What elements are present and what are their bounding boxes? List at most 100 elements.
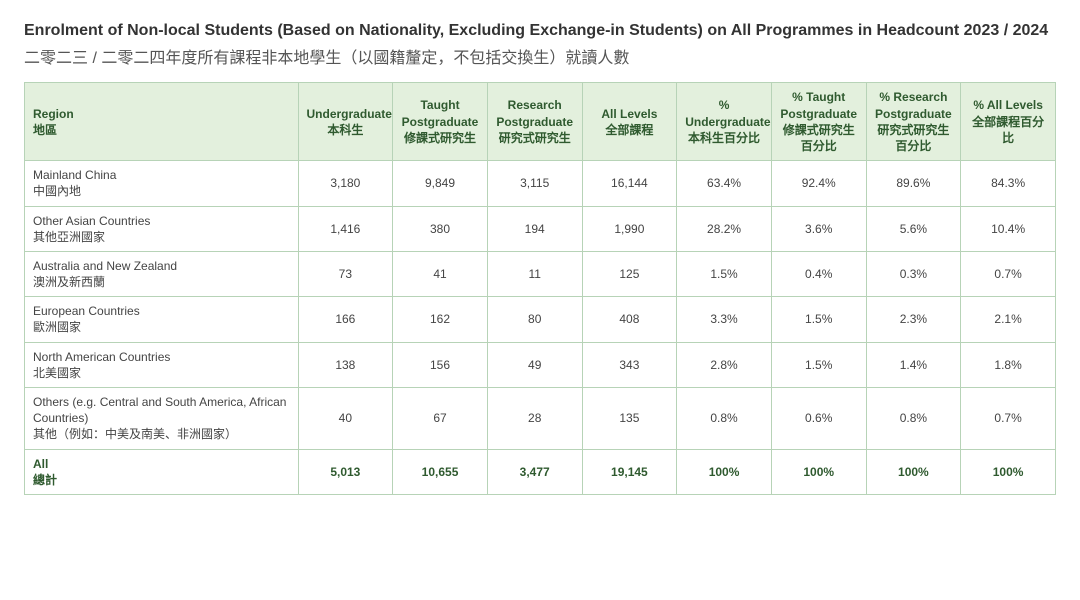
cell-pct-rpg: 0.8%	[866, 388, 961, 450]
col-header-zh: 本科生百分比	[685, 130, 763, 146]
cell-pct-tpg: 0.4%	[771, 251, 866, 296]
col-header-en: Undergraduate	[307, 106, 385, 122]
col-header-region: Region 地區	[25, 83, 299, 161]
col-header-zh: 修課式研究生百分比	[780, 122, 858, 154]
cell-rpg: 11	[487, 251, 582, 296]
cell-all: 135	[582, 388, 677, 450]
cell-pct-all: 0.7%	[961, 251, 1056, 296]
cell-pct-rpg: 2.3%	[866, 297, 961, 342]
col-header-pall: % All Levels 全部課程百分比	[961, 83, 1056, 161]
table-row: European Countries歐洲國家166162804083.3%1.5…	[25, 297, 1056, 342]
region-en: Others (e.g. Central and South America, …	[33, 394, 290, 426]
cell-pct-ug: 63.4%	[677, 161, 772, 206]
col-header-zh: 修課式研究生	[401, 130, 479, 146]
enrolment-table: Region 地區 Undergraduate 本科生 Taught Postg…	[24, 82, 1056, 495]
cell-pct-tpg: 1.5%	[771, 342, 866, 387]
table-row: North American Countries北美國家138156493432…	[25, 342, 1056, 387]
region-en: Australia and New Zealand	[33, 258, 290, 274]
col-header-zh: 全部課程	[591, 122, 669, 138]
page-title-en: Enrolment of Non-local Students (Based o…	[24, 20, 1056, 42]
cell-pct-rpg: 5.6%	[866, 206, 961, 251]
table-total-row: All總計5,01310,6553,47719,145100%100%100%1…	[25, 449, 1056, 494]
region-zh: 其他亞洲國家	[33, 229, 290, 245]
col-header-tpg: Taught Postgraduate 修課式研究生	[393, 83, 488, 161]
cell-ug: 73	[298, 251, 393, 296]
cell-tpg: 67	[393, 388, 488, 450]
page-title-zh: 二零二三 / 二零二四年度所有課程非本地學生（以國籍釐定，不包括交換生）就讀人數	[24, 44, 1056, 68]
cell-tpg: 10,655	[393, 449, 488, 494]
col-header-en: All Levels	[591, 106, 669, 122]
cell-region: Others (e.g. Central and South America, …	[25, 388, 299, 450]
cell-ug: 40	[298, 388, 393, 450]
col-header-rpg: Research Postgraduate 研究式研究生	[487, 83, 582, 161]
region-en: Other Asian Countries	[33, 213, 290, 229]
cell-pct-all: 84.3%	[961, 161, 1056, 206]
cell-tpg: 156	[393, 342, 488, 387]
cell-pct-tpg: 92.4%	[771, 161, 866, 206]
cell-rpg: 28	[487, 388, 582, 450]
cell-all: 408	[582, 297, 677, 342]
table-row: Mainland China中國內地3,1809,8493,11516,1446…	[25, 161, 1056, 206]
region-zh: 總計	[33, 472, 290, 488]
col-header-en: % Undergraduate	[685, 97, 763, 129]
cell-rpg: 3,115	[487, 161, 582, 206]
cell-tpg: 380	[393, 206, 488, 251]
cell-tpg: 41	[393, 251, 488, 296]
col-header-en: % Research Postgraduate	[875, 89, 953, 121]
cell-all: 16,144	[582, 161, 677, 206]
region-zh: 北美國家	[33, 365, 290, 381]
col-header-ptpg: % Taught Postgraduate 修課式研究生百分比	[771, 83, 866, 161]
region-en: European Countries	[33, 303, 290, 319]
cell-pct-ug: 1.5%	[677, 251, 772, 296]
col-header-en: % Taught Postgraduate	[780, 89, 858, 121]
cell-ug: 5,013	[298, 449, 393, 494]
cell-pct-tpg: 0.6%	[771, 388, 866, 450]
table-row: Other Asian Countries其他亞洲國家1,4163801941,…	[25, 206, 1056, 251]
cell-ug: 1,416	[298, 206, 393, 251]
col-header-zh: 全部課程百分比	[969, 114, 1047, 146]
cell-region: European Countries歐洲國家	[25, 297, 299, 342]
col-header-zh: 研究式研究生	[496, 130, 574, 146]
region-zh: 中國內地	[33, 183, 290, 199]
cell-region: Mainland China中國內地	[25, 161, 299, 206]
region-en: Mainland China	[33, 167, 290, 183]
col-header-en: Region	[33, 106, 290, 122]
cell-tpg: 162	[393, 297, 488, 342]
cell-region: North American Countries北美國家	[25, 342, 299, 387]
cell-all: 1,990	[582, 206, 677, 251]
cell-pct-ug: 0.8%	[677, 388, 772, 450]
cell-pct-all: 0.7%	[961, 388, 1056, 450]
col-header-zh: 研究式研究生百分比	[875, 122, 953, 154]
cell-pct-tpg: 3.6%	[771, 206, 866, 251]
cell-region: All總計	[25, 449, 299, 494]
cell-ug: 3,180	[298, 161, 393, 206]
region-zh: 歐洲國家	[33, 319, 290, 335]
cell-rpg: 80	[487, 297, 582, 342]
col-header-en: % All Levels	[969, 97, 1047, 113]
cell-pct-tpg: 1.5%	[771, 297, 866, 342]
table-body: Mainland China中國內地3,1809,8493,11516,1446…	[25, 161, 1056, 495]
col-header-all: All Levels 全部課程	[582, 83, 677, 161]
col-header-pug: % Undergraduate 本科生百分比	[677, 83, 772, 161]
cell-pct-ug: 100%	[677, 449, 772, 494]
cell-rpg: 3,477	[487, 449, 582, 494]
col-header-zh: 本科生	[307, 122, 385, 138]
col-header-en: Research Postgraduate	[496, 97, 574, 129]
col-header-en: Taught Postgraduate	[401, 97, 479, 129]
region-en: All	[33, 456, 290, 472]
cell-region: Australia and New Zealand澳洲及新西蘭	[25, 251, 299, 296]
cell-pct-all: 2.1%	[961, 297, 1056, 342]
cell-pct-rpg: 1.4%	[866, 342, 961, 387]
cell-all: 125	[582, 251, 677, 296]
table-row: Australia and New Zealand澳洲及新西蘭734111125…	[25, 251, 1056, 296]
cell-pct-tpg: 100%	[771, 449, 866, 494]
cell-ug: 138	[298, 342, 393, 387]
region-en: North American Countries	[33, 349, 290, 365]
cell-pct-ug: 3.3%	[677, 297, 772, 342]
cell-pct-ug: 28.2%	[677, 206, 772, 251]
cell-pct-rpg: 89.6%	[866, 161, 961, 206]
region-zh: 其他（例如：中美及南美、非洲國家）	[33, 426, 290, 442]
cell-rpg: 194	[487, 206, 582, 251]
cell-pct-all: 100%	[961, 449, 1056, 494]
cell-region: Other Asian Countries其他亞洲國家	[25, 206, 299, 251]
